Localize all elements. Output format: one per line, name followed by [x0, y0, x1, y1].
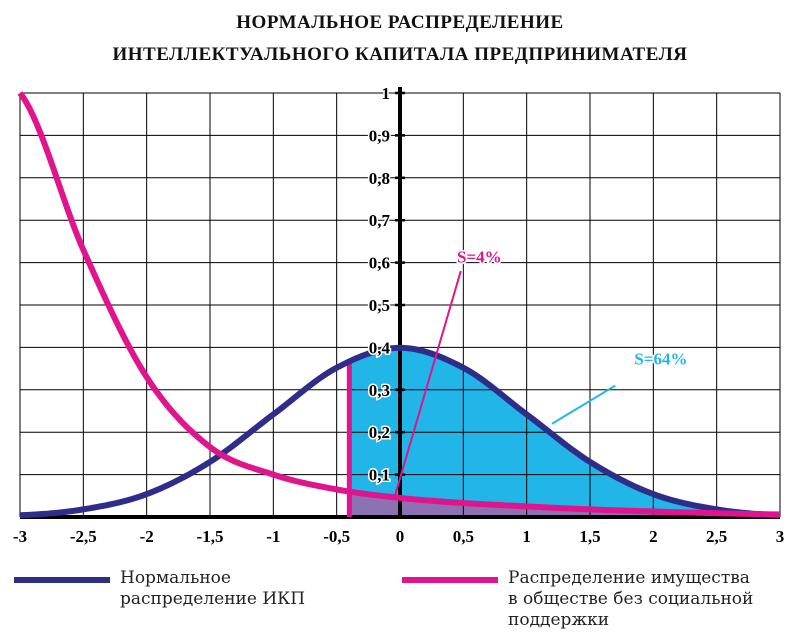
- x-tick-label: 2,5: [706, 527, 727, 546]
- annotation-s64-leader: [551, 384, 616, 425]
- y-tick-label: 0,3: [369, 381, 390, 400]
- annotation-s64: S=64%: [634, 349, 687, 368]
- chart-svg: -3 -2,5 -2 -1,5 -1 -0,5 0 0,5 1 1,5 2 2,5 3 0,1 0,2 0,3…: [13, 83, 785, 547]
- x-tick-label: -2: [140, 527, 154, 546]
- annotation-s4: S=4%: [457, 248, 502, 267]
- x-tick-label: 1,5: [579, 527, 600, 546]
- annotation-s4-leader: [392, 270, 462, 501]
- x-tick-label: 0: [396, 527, 405, 546]
- y-tick-label: 0,1: [369, 466, 390, 485]
- y-tick-label: 0,8: [369, 169, 390, 188]
- y-tick-label: 0,2: [369, 423, 390, 442]
- legend-property-line-2: в обществе без социальной: [508, 589, 754, 609]
- chart-title-line-1: НОРМАЛЬНОЕ РАСПРЕДЕЛЕНИЕ: [236, 12, 564, 33]
- y-tick-label: 0,4: [369, 338, 391, 357]
- x-tick-label: 1: [522, 527, 531, 546]
- y-tick-label: 1: [382, 84, 391, 103]
- y-tick-label: 0,5: [369, 296, 390, 315]
- legend-property-line-3: поддержки: [508, 610, 610, 630]
- y-tick-label: 0,7: [369, 211, 391, 230]
- x-tick-label: 0,5: [453, 527, 474, 546]
- x-tick-label: -0,5: [323, 527, 350, 546]
- series-normal-line: [19, 344, 781, 519]
- x-tick-label: 2: [649, 527, 658, 546]
- legend-property-label: Распределение имущества в обществе без с…: [508, 568, 753, 631]
- y-tick-label: 0,9: [369, 126, 390, 145]
- chart-title-line-2: ИНТЕЛЛЕКТУАЛЬНОГО КАПИТАЛА ПРЕДПРИНИМАТЕ…: [112, 44, 688, 65]
- legend-normal-label: Нормальное распределение ИКП: [120, 568, 305, 610]
- x-tick-label: -2,5: [70, 527, 97, 546]
- x-tick-label: 3: [776, 527, 785, 546]
- legend-normal-line-1: Нормальное: [120, 568, 231, 588]
- x-tick-label: -1: [266, 527, 280, 546]
- legend-property-line-1: Распределение имущества: [508, 568, 750, 588]
- y-tick-label: 0,6: [369, 254, 390, 273]
- x-tick-label: -1,5: [197, 527, 224, 546]
- legend-normal-line-2: распределение ИКП: [120, 589, 306, 609]
- x-tick-label: -3: [13, 527, 27, 546]
- series-property-line: [17, 91, 781, 518]
- shaded-area-property: [349, 491, 780, 517]
- legend-normal-swatch: [14, 577, 110, 583]
- legend-property-swatch: [402, 577, 498, 583]
